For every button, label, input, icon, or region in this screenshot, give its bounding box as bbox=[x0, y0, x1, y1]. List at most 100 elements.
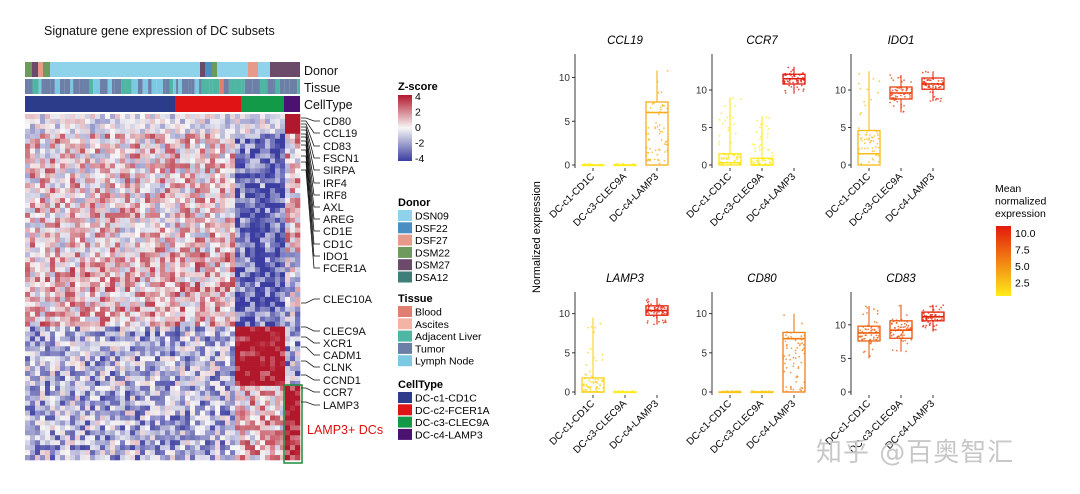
heatmap-cell bbox=[100, 301, 106, 308]
heatmap-cell bbox=[245, 188, 251, 194]
heatmap-cell bbox=[260, 455, 266, 461]
heatmap-cell bbox=[280, 202, 286, 209]
heatmap-cell bbox=[65, 341, 71, 347]
heatmap-cell bbox=[170, 331, 176, 337]
heatmap-cell bbox=[205, 183, 211, 189]
heatmap-cell bbox=[205, 193, 211, 199]
heatmap-cell bbox=[35, 356, 41, 362]
heatmap-cell bbox=[80, 380, 86, 387]
heatmap-cell bbox=[280, 316, 286, 322]
heatmap-cell bbox=[285, 153, 291, 159]
heatmap-cell bbox=[75, 435, 81, 441]
heatmap-cell bbox=[245, 390, 251, 397]
heatmap-cell bbox=[255, 385, 261, 392]
heatmap-cell bbox=[105, 351, 111, 357]
heatmap-cell bbox=[135, 306, 141, 313]
heatmap-cell bbox=[220, 450, 226, 456]
heatmap-cell bbox=[60, 237, 66, 243]
heatmap-cell bbox=[225, 371, 231, 377]
data-point bbox=[873, 336, 875, 339]
data-point bbox=[906, 326, 909, 329]
heatmap-cell bbox=[295, 395, 301, 401]
data-point bbox=[663, 307, 666, 310]
data-point bbox=[597, 379, 599, 381]
heatmap-cell bbox=[25, 371, 31, 377]
donor-track-segment bbox=[212, 62, 217, 77]
heatmap-cell bbox=[170, 400, 176, 406]
heatmap-cell bbox=[130, 242, 136, 248]
heatmap-cell bbox=[185, 291, 191, 298]
heatmap-cell bbox=[75, 291, 81, 298]
heatmap-cell bbox=[215, 306, 221, 313]
heatmap-cell bbox=[70, 128, 76, 135]
heatmap-cell bbox=[205, 168, 211, 174]
heatmap-cell bbox=[160, 232, 166, 238]
heatmap-cell bbox=[250, 217, 256, 224]
heatmap-cell bbox=[155, 267, 161, 273]
heatmap-cell bbox=[260, 385, 266, 392]
heatmap-cell bbox=[120, 336, 126, 342]
heatmap-cell bbox=[115, 287, 121, 293]
data-point bbox=[758, 162, 761, 164]
heatmap-cell bbox=[85, 168, 91, 174]
heatmap-cell bbox=[175, 380, 181, 387]
heatmap-cell bbox=[225, 277, 231, 283]
heatmap-cell bbox=[245, 257, 251, 263]
heatmap-cell bbox=[115, 277, 121, 283]
heatmap-cell bbox=[110, 296, 116, 303]
heatmap-cell bbox=[180, 232, 186, 238]
heatmap-cell bbox=[155, 440, 161, 446]
heatmap-cell bbox=[145, 306, 151, 313]
heatmap-cell bbox=[195, 128, 201, 135]
heatmap-cell bbox=[75, 450, 81, 456]
heatmap-cell bbox=[195, 272, 201, 278]
heatmap-cell bbox=[85, 371, 91, 377]
heatmap-cell bbox=[205, 296, 211, 303]
tissue-track-segment bbox=[100, 79, 108, 94]
heatmap-cell bbox=[105, 257, 111, 263]
heatmap-cell bbox=[75, 371, 81, 377]
heatmap-cell bbox=[250, 336, 256, 342]
data-point bbox=[890, 334, 893, 337]
y-tick-label: 5 bbox=[701, 348, 707, 359]
data-point bbox=[727, 127, 730, 129]
heatmap-cell bbox=[120, 430, 126, 436]
heatmap-cell bbox=[255, 321, 261, 327]
heatmap-cell bbox=[240, 198, 246, 204]
heatmap-cell bbox=[185, 212, 191, 219]
y-tick-label: 5 bbox=[701, 123, 707, 134]
heatmap-cell bbox=[225, 356, 231, 362]
heatmap-cell bbox=[55, 173, 61, 179]
heatmap-cell bbox=[55, 217, 61, 224]
heatmap-cell bbox=[35, 435, 41, 441]
heatmap-cell bbox=[75, 390, 81, 397]
heatmap-cell bbox=[115, 133, 121, 140]
heatmap-cell bbox=[105, 153, 111, 159]
heatmap-cell bbox=[200, 400, 206, 406]
heatmap-cell bbox=[190, 306, 196, 313]
data-point bbox=[877, 146, 880, 149]
panel-title: CCL19 bbox=[607, 35, 643, 47]
heatmap-cell bbox=[275, 133, 281, 140]
heatmap-cell bbox=[165, 445, 171, 451]
heatmap-cell bbox=[270, 326, 276, 332]
heatmap-cell bbox=[195, 430, 201, 436]
heatmap-cell bbox=[290, 440, 296, 446]
heatmap-cell bbox=[70, 247, 76, 253]
heatmap-cell bbox=[150, 445, 156, 451]
heatmap-cell bbox=[130, 138, 136, 144]
heatmap-cell bbox=[140, 430, 146, 436]
heatmap-cell bbox=[100, 410, 106, 416]
heatmap-cell bbox=[105, 311, 111, 317]
heatmap-cell bbox=[175, 193, 181, 199]
heatmap-cell bbox=[160, 346, 166, 352]
heatmap-cell bbox=[290, 356, 296, 362]
heatmap-cell bbox=[80, 262, 86, 268]
heatmap-cell bbox=[165, 183, 171, 189]
heatmap-cell bbox=[195, 341, 201, 347]
heatmap-cell bbox=[290, 193, 296, 199]
heatmap-cell bbox=[215, 217, 221, 224]
heatmap-cell bbox=[150, 282, 156, 288]
heatmap-cell bbox=[185, 222, 191, 228]
heatmap-cell bbox=[80, 282, 86, 288]
